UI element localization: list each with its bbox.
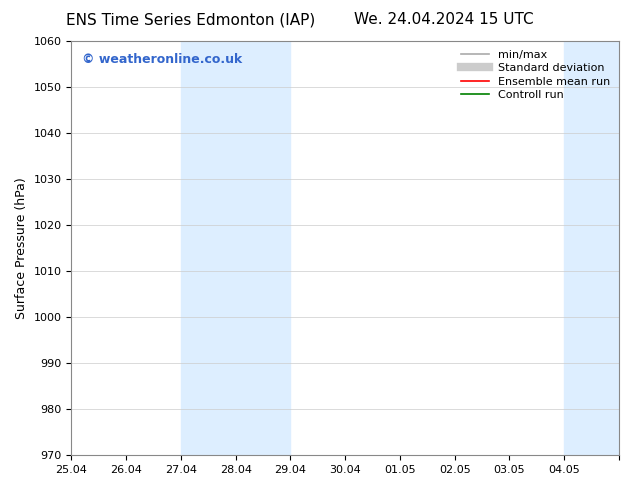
Bar — [181, 41, 290, 455]
Y-axis label: Surface Pressure (hPa): Surface Pressure (hPa) — [15, 177, 28, 319]
Text: © weatheronline.co.uk: © weatheronline.co.uk — [82, 53, 243, 67]
Bar — [564, 41, 619, 455]
Legend: min/max, Standard deviation, Ensemble mean run, Controll run: min/max, Standard deviation, Ensemble me… — [458, 47, 614, 103]
Text: We. 24.04.2024 15 UTC: We. 24.04.2024 15 UTC — [354, 12, 534, 27]
Text: ENS Time Series Edmonton (IAP): ENS Time Series Edmonton (IAP) — [65, 12, 315, 27]
